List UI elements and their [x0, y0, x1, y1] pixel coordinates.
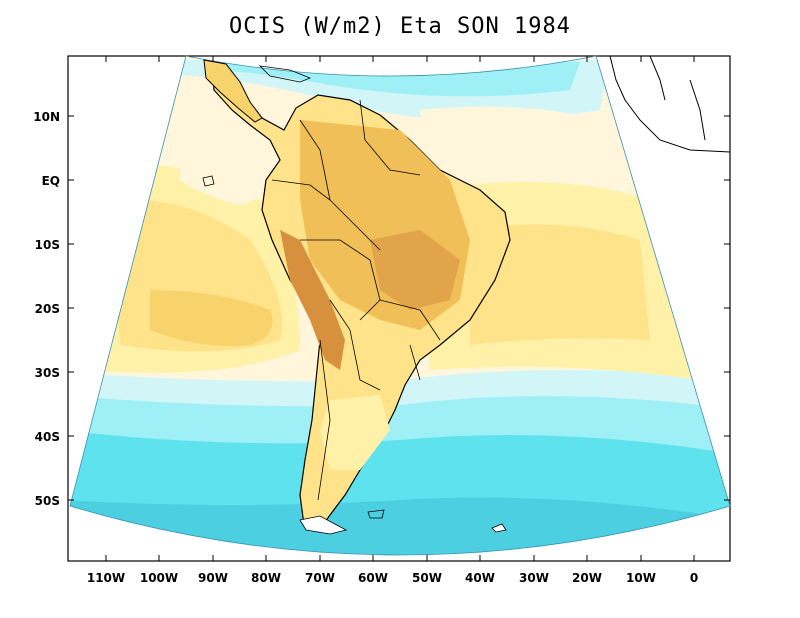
lon-tick-label: 0	[690, 571, 698, 585]
lon-tick-label: 90W	[198, 571, 228, 585]
lat-axis: 10N EQ 10S 20S 30S 40S 50S	[33, 110, 730, 508]
land-brazil-dark	[370, 230, 460, 310]
lat-tick-label: 50S	[35, 494, 60, 508]
domain-outline	[69, 55, 731, 556]
lon-tick-label: 50W	[412, 571, 442, 585]
lon-tick-label: 110W	[87, 571, 125, 585]
galapagos-islands	[202, 175, 215, 187]
lat-tick-label: 40S	[35, 430, 60, 444]
lat-tick-label: 10N	[33, 110, 60, 124]
lat-tick-label: EQ	[42, 174, 60, 188]
lat-tick-label: 30S	[35, 366, 60, 380]
falkland-islands	[367, 509, 385, 519]
lon-tick-label: 70W	[305, 571, 335, 585]
land-andes-deep	[280, 230, 345, 370]
land-patagonia-light	[320, 395, 390, 470]
tierra-del-fuego	[299, 515, 348, 535]
map-title: OCIS (W/m2) Eta SON 1984	[229, 14, 571, 39]
field-galapagos-pale	[180, 157, 270, 205]
caribbean-islands	[258, 65, 312, 83]
lat-tick-marks	[68, 115, 730, 501]
field-pacific-orange	[150, 290, 273, 346]
south-america	[202, 59, 511, 535]
lon-tick-label: 20W	[572, 571, 602, 585]
lon-tick-label: 60W	[358, 571, 388, 585]
lon-tick-label: 10W	[626, 571, 656, 585]
lon-tick-label: 80W	[251, 571, 281, 585]
lon-tick-marks	[105, 56, 695, 561]
africa-outline	[609, 55, 731, 153]
lat-tick-label: 20S	[35, 302, 60, 316]
field-atlantic-yellow	[470, 224, 650, 345]
lon-tick-label: 100W	[140, 571, 178, 585]
lon-axis: 110W 100W 90W 80W 70W 60W 50W 40W 30W 20…	[87, 56, 698, 585]
lon-tick-label: 30W	[519, 571, 549, 585]
country-borders	[271, 99, 441, 501]
field-atlantic-north-pale	[420, 106, 610, 180]
lon-tick-label: 40W	[465, 571, 495, 585]
lat-tick-label: 10S	[35, 238, 60, 252]
south-georgia	[491, 523, 507, 533]
central-america	[203, 59, 263, 123]
